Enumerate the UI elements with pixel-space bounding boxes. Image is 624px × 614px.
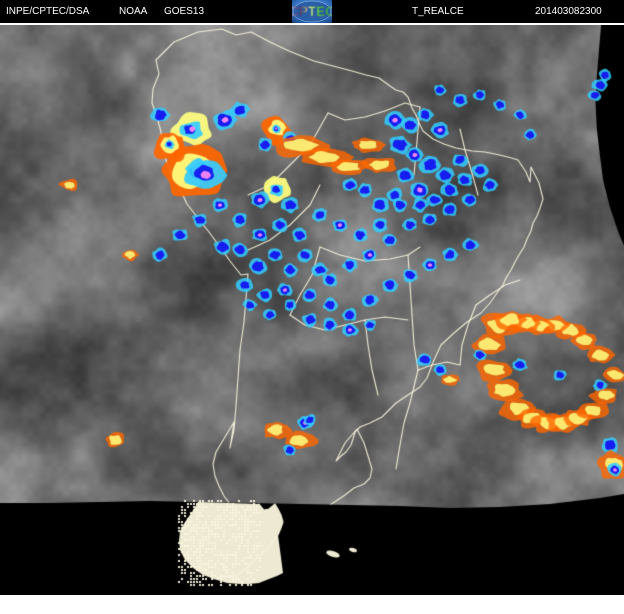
svg-text:CPTEC: CPTEC	[292, 4, 332, 19]
